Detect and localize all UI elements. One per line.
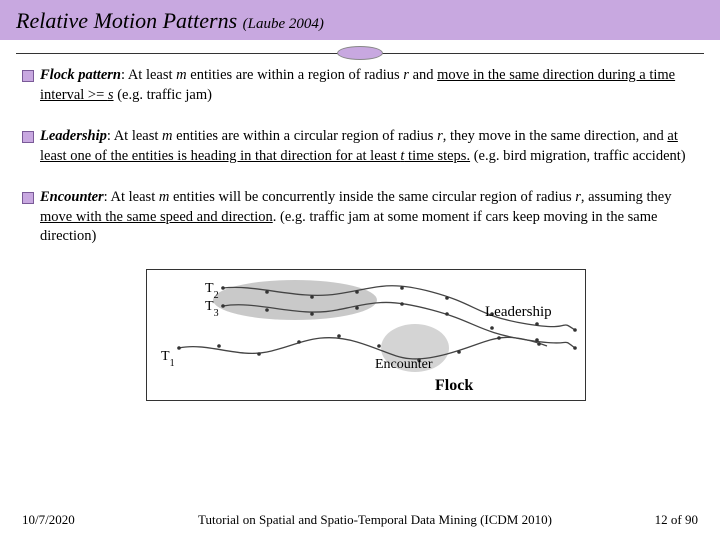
- bullet-leadership: Leadership: At least m entities are with…: [40, 127, 692, 166]
- bullet-encounter: Encounter: At least m entities will be c…: [40, 188, 692, 247]
- footer-tutorial: Tutorial on Spatial and Spatio-Temporal …: [110, 512, 640, 528]
- trajectory-diagram: T1T2T3LeadershipEncounterFlock: [146, 269, 586, 401]
- footer-page: 12 of 90: [640, 512, 720, 528]
- term-encounter: Encounter: [40, 189, 104, 205]
- term-leadership: Leadership: [40, 128, 107, 144]
- svg-text:Flock: Flock: [435, 377, 473, 394]
- svg-text:T1: T1: [161, 349, 175, 369]
- slide-title: Relative Motion Patterns (Laube 2004): [0, 0, 720, 40]
- diagram-svg: T1T2T3LeadershipEncounterFlock: [147, 270, 587, 402]
- svg-text:T2: T2: [205, 281, 219, 301]
- text-flock: : At least m entities are within a regio…: [40, 67, 675, 103]
- text-encounter: : At least m entities will be concurrent…: [40, 189, 672, 244]
- svg-text:Leadership: Leadership: [485, 304, 552, 320]
- title-cite: (Laube 2004): [243, 16, 324, 32]
- footer: 10/7/2020 Tutorial on Spatial and Spatio…: [0, 512, 720, 528]
- title-main: Relative Motion Patterns: [16, 8, 237, 33]
- content-area: Flock pattern: At least m entities are w…: [0, 60, 720, 401]
- title-divider: [16, 40, 704, 54]
- text-leadership: : At least m entities are within a circu…: [40, 128, 686, 164]
- svg-text:Encounter: Encounter: [375, 357, 433, 372]
- bullet-flock: Flock pattern: At least m entities are w…: [40, 66, 692, 105]
- term-flock: Flock pattern: [40, 67, 121, 83]
- footer-date: 10/7/2020: [0, 512, 110, 528]
